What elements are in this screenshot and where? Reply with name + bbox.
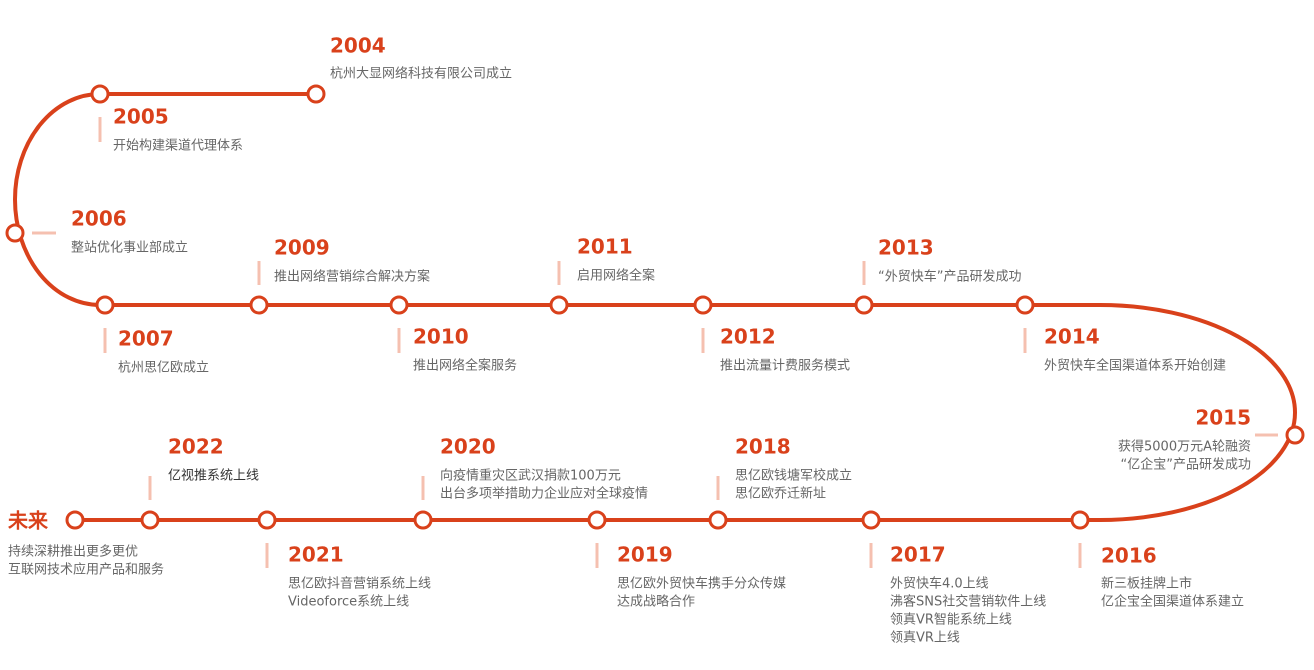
milestone-node <box>1015 295 1035 315</box>
milestone-node <box>413 510 433 530</box>
milestone-node <box>90 84 110 104</box>
milestone-node <box>861 510 881 530</box>
milestone-desc: 推出流量计费服务模式 <box>720 358 850 374</box>
milestone-desc: 亿视推系统上线 <box>168 469 259 484</box>
milestone-node <box>306 84 326 104</box>
timeline-path <box>13 92 1297 522</box>
milestone-desc: 杭州大显网络科技有限公司成立 <box>330 66 512 82</box>
milestone-year: 2019 <box>617 543 673 567</box>
milestone-desc: 新三板挂牌上市 <box>1101 576 1192 592</box>
milestone-node <box>708 510 728 530</box>
milestone-desc: 外贸快车4.0上线 <box>890 576 989 592</box>
milestone-desc: 开始构建渠道代理体系 <box>113 139 243 154</box>
milestone-year: 2009 <box>274 236 330 260</box>
milestone-year: 2014 <box>1044 325 1100 349</box>
milestone-node <box>1285 425 1305 445</box>
milestone-desc: Videoforce系统上线 <box>288 595 409 610</box>
milestone-year: 2021 <box>288 543 344 567</box>
milestone-desc: “外贸快车”产品研发成功 <box>878 269 1021 285</box>
milestone-year: 2005 <box>113 105 169 129</box>
milestone-node <box>95 295 115 315</box>
milestone-year: 2018 <box>735 435 791 459</box>
milestone-year: 2004 <box>330 34 386 58</box>
milestone-year: 2006 <box>71 207 127 231</box>
milestone-node <box>389 295 409 315</box>
milestone-node <box>249 295 269 315</box>
milestone-year: 未来 <box>8 509 49 533</box>
milestone-year: 2011 <box>577 235 633 259</box>
milestone-year: 2017 <box>890 543 946 567</box>
milestone-desc: 达成战略合作 <box>617 594 695 610</box>
milestone-desc: 领真VR智能系统上线 <box>890 613 1012 628</box>
milestone-year: 2020 <box>440 435 496 459</box>
milestone-desc: 出台多项举措助力企业应对全球疫情 <box>440 486 648 502</box>
milestone-desc: 沸客SNS社交营销软件上线 <box>890 594 1046 610</box>
milestone-node <box>854 295 874 315</box>
milestone-year: 2007 <box>118 327 174 351</box>
milestone-desc: 外贸快车全国渠道体系开始创建 <box>1044 358 1226 374</box>
milestone-desc: “亿企宝”产品研发成功 <box>1121 457 1251 473</box>
milestone-desc: 推出网络营销综合解决方案 <box>274 269 430 285</box>
milestone-year: 2010 <box>413 325 469 349</box>
milestone-desc: 持续深耕推出更多更优 <box>8 544 138 560</box>
milestone-year: 2015 <box>1195 406 1251 430</box>
milestone-desc: 思亿欧抖音营销系统上线 <box>288 576 431 592</box>
milestone-desc: 思亿欧乔迁新址 <box>735 486 826 502</box>
milestone-node <box>257 510 277 530</box>
milestone-desc: 亿企宝全国渠道体系建立 <box>1101 594 1244 610</box>
milestone-year: 2016 <box>1101 544 1157 568</box>
milestone-desc: 推出网络全案服务 <box>413 358 517 374</box>
milestone-year: 2013 <box>878 236 934 260</box>
milestone-desc: 获得5000万元A轮融资 <box>1118 439 1251 455</box>
milestone-node <box>549 295 569 315</box>
milestone-year: 2012 <box>720 325 776 349</box>
milestone-desc: 领真VR上线 <box>890 631 960 646</box>
milestone-node <box>65 510 85 530</box>
milestone-desc: 启用网络全案 <box>577 268 655 284</box>
milestone-desc: 向疫情重灾区武汉捐款100万元 <box>440 468 621 484</box>
milestone-desc: 整站优化事业部成立 <box>71 241 188 256</box>
milestone-desc: 互联网技术应用产品和服务 <box>8 562 164 578</box>
milestone-node <box>5 223 25 243</box>
milestone-desc: 思亿欧外贸快车携手分众传媒 <box>617 576 786 592</box>
milestone-node <box>1070 510 1090 530</box>
milestone-node <box>693 295 713 315</box>
milestone-node <box>140 510 160 530</box>
milestone-year: 2022 <box>168 435 224 459</box>
milestone-node <box>587 510 607 530</box>
milestone-desc: 思亿欧钱塘军校成立 <box>735 468 852 484</box>
milestone-desc: 杭州思亿欧成立 <box>118 361 209 376</box>
